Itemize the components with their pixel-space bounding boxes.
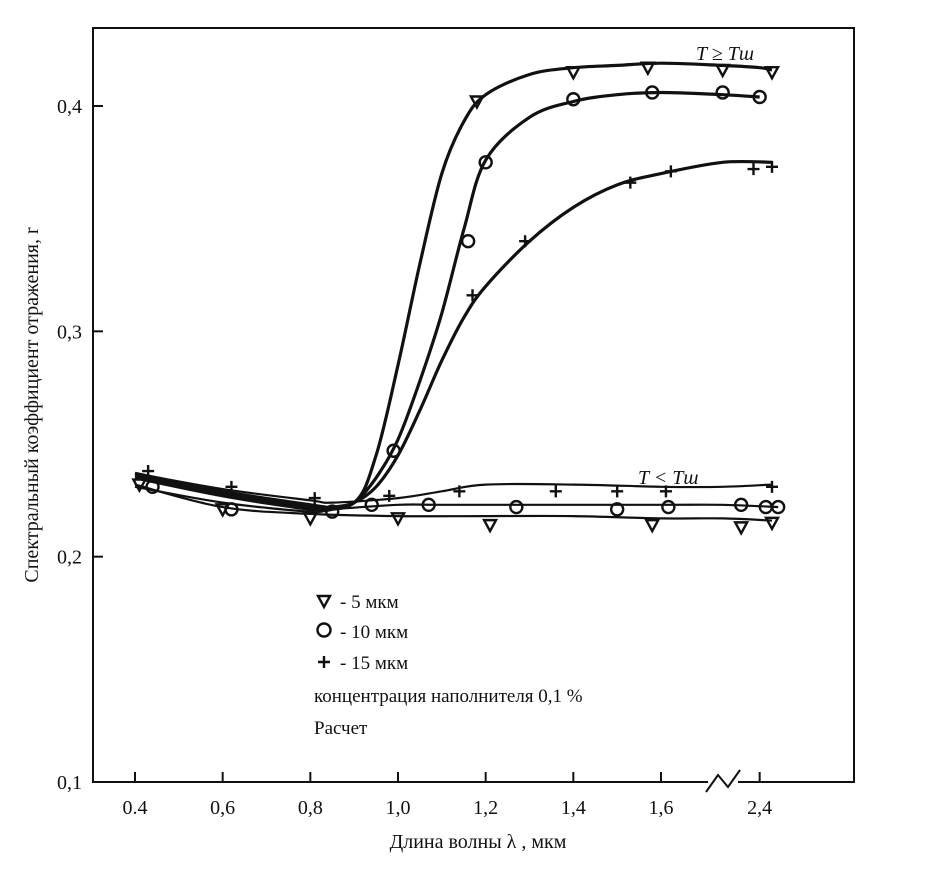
x-tick-label: 0.4 (123, 797, 148, 819)
data-point-triangle (482, 518, 499, 534)
data-point-circle (224, 502, 239, 517)
data-point-triangle (389, 512, 407, 527)
x-axis-ticks: 0.4 0,6 0,8 1,0 1,2 1,4 1,6 2,4 (123, 772, 772, 819)
data-point-circle (661, 499, 676, 515)
legend-circle-icon (316, 622, 332, 638)
x-tick-label: 1,4 (561, 797, 586, 819)
x-tick-label: 0,8 (298, 797, 323, 819)
x-tick-label: 1,0 (385, 797, 410, 819)
data-point-plus (611, 485, 624, 498)
legend-label-15: - 15 мкм (340, 653, 408, 674)
data-point-plus (549, 485, 562, 498)
data-point-triangle (763, 516, 781, 532)
data-point-circle (386, 443, 401, 458)
data-point-circle (460, 234, 476, 249)
y-tick-label: 0,3 (57, 321, 82, 343)
legend-triangle-icon (315, 594, 333, 610)
x-tick-label: 1,2 (473, 797, 498, 819)
legend: - 5 мкм - 10 мкм - 15 мкм концентрация н… (314, 592, 583, 739)
data-point-circle (325, 504, 340, 519)
data-point-plus (664, 165, 677, 178)
x-axis-break (705, 768, 741, 793)
legend-label-5: - 5 мкм (340, 592, 399, 613)
x-tick-label: 2,4 (747, 797, 772, 819)
series-curve-triangle-down (134, 61, 773, 511)
series-curve-plus (134, 159, 773, 509)
data-point-triangle (644, 518, 661, 534)
x-axis-title: Длина волны λ , мкм (390, 831, 567, 853)
y-tick-label: 0,1 (57, 772, 82, 794)
data-point-triangle (763, 66, 781, 81)
data-point-plus (659, 485, 672, 498)
series-curve-circle (134, 485, 779, 513)
markers (131, 61, 786, 536)
data-point-plus (308, 492, 321, 505)
plot-frame (92, 27, 855, 783)
legend-label-10: - 10 мкм (340, 622, 408, 643)
data-point-plus (466, 289, 479, 302)
data-point-circle (752, 89, 767, 105)
data-point-plus (383, 489, 396, 502)
legend-note-calculation: Расчет (314, 718, 368, 739)
data-point-circle (715, 85, 730, 100)
y-axis-ticks: 0,1 0,2 0,3 0,4 (57, 96, 103, 794)
data-point-circle (509, 499, 524, 515)
data-point-triangle (714, 63, 731, 79)
data-point-plus (519, 235, 532, 248)
series-curve-triangle-down (134, 483, 773, 522)
curves (134, 61, 779, 522)
x-tick-label: 1,6 (648, 797, 673, 819)
data-point-plus (747, 163, 760, 176)
legend-plus-icon (318, 656, 330, 668)
data-point-circle (478, 155, 493, 170)
data-point-triangle (639, 61, 656, 77)
data-point-plus (766, 480, 778, 493)
data-point-circle (421, 497, 436, 513)
legend-note-concentration: концентрация наполнителя 0,1 % (314, 686, 583, 707)
data-point-circle (645, 85, 660, 100)
data-point-circle (733, 497, 749, 513)
data-point-plus (766, 160, 778, 173)
x-tick-label: 0,6 (210, 797, 235, 819)
y-tick-label: 0,4 (57, 96, 82, 118)
data-point-triangle (131, 478, 148, 494)
annotation-upper: T ≥ Tш (696, 43, 754, 65)
data-point-plus (142, 465, 155, 478)
data-point-plus (624, 176, 637, 189)
data-point-circle (566, 92, 581, 107)
data-point-triangle (733, 521, 750, 536)
annotation-lower: T < Tш (638, 467, 698, 489)
data-point-plus (453, 485, 466, 498)
data-point-triangle (302, 512, 319, 527)
data-point-circle (609, 502, 625, 517)
data-point-circle (145, 479, 160, 495)
data-point-plus (225, 480, 238, 493)
series-curve-plus (134, 472, 773, 504)
data-point-circle (364, 497, 379, 513)
data-point-triangle (468, 95, 485, 110)
data-point-triangle (565, 66, 582, 81)
data-point-circle (770, 499, 786, 515)
y-axis-title: Спектральный коэффициент отражения, r (21, 227, 43, 583)
y-tick-label: 0,2 (57, 547, 82, 569)
